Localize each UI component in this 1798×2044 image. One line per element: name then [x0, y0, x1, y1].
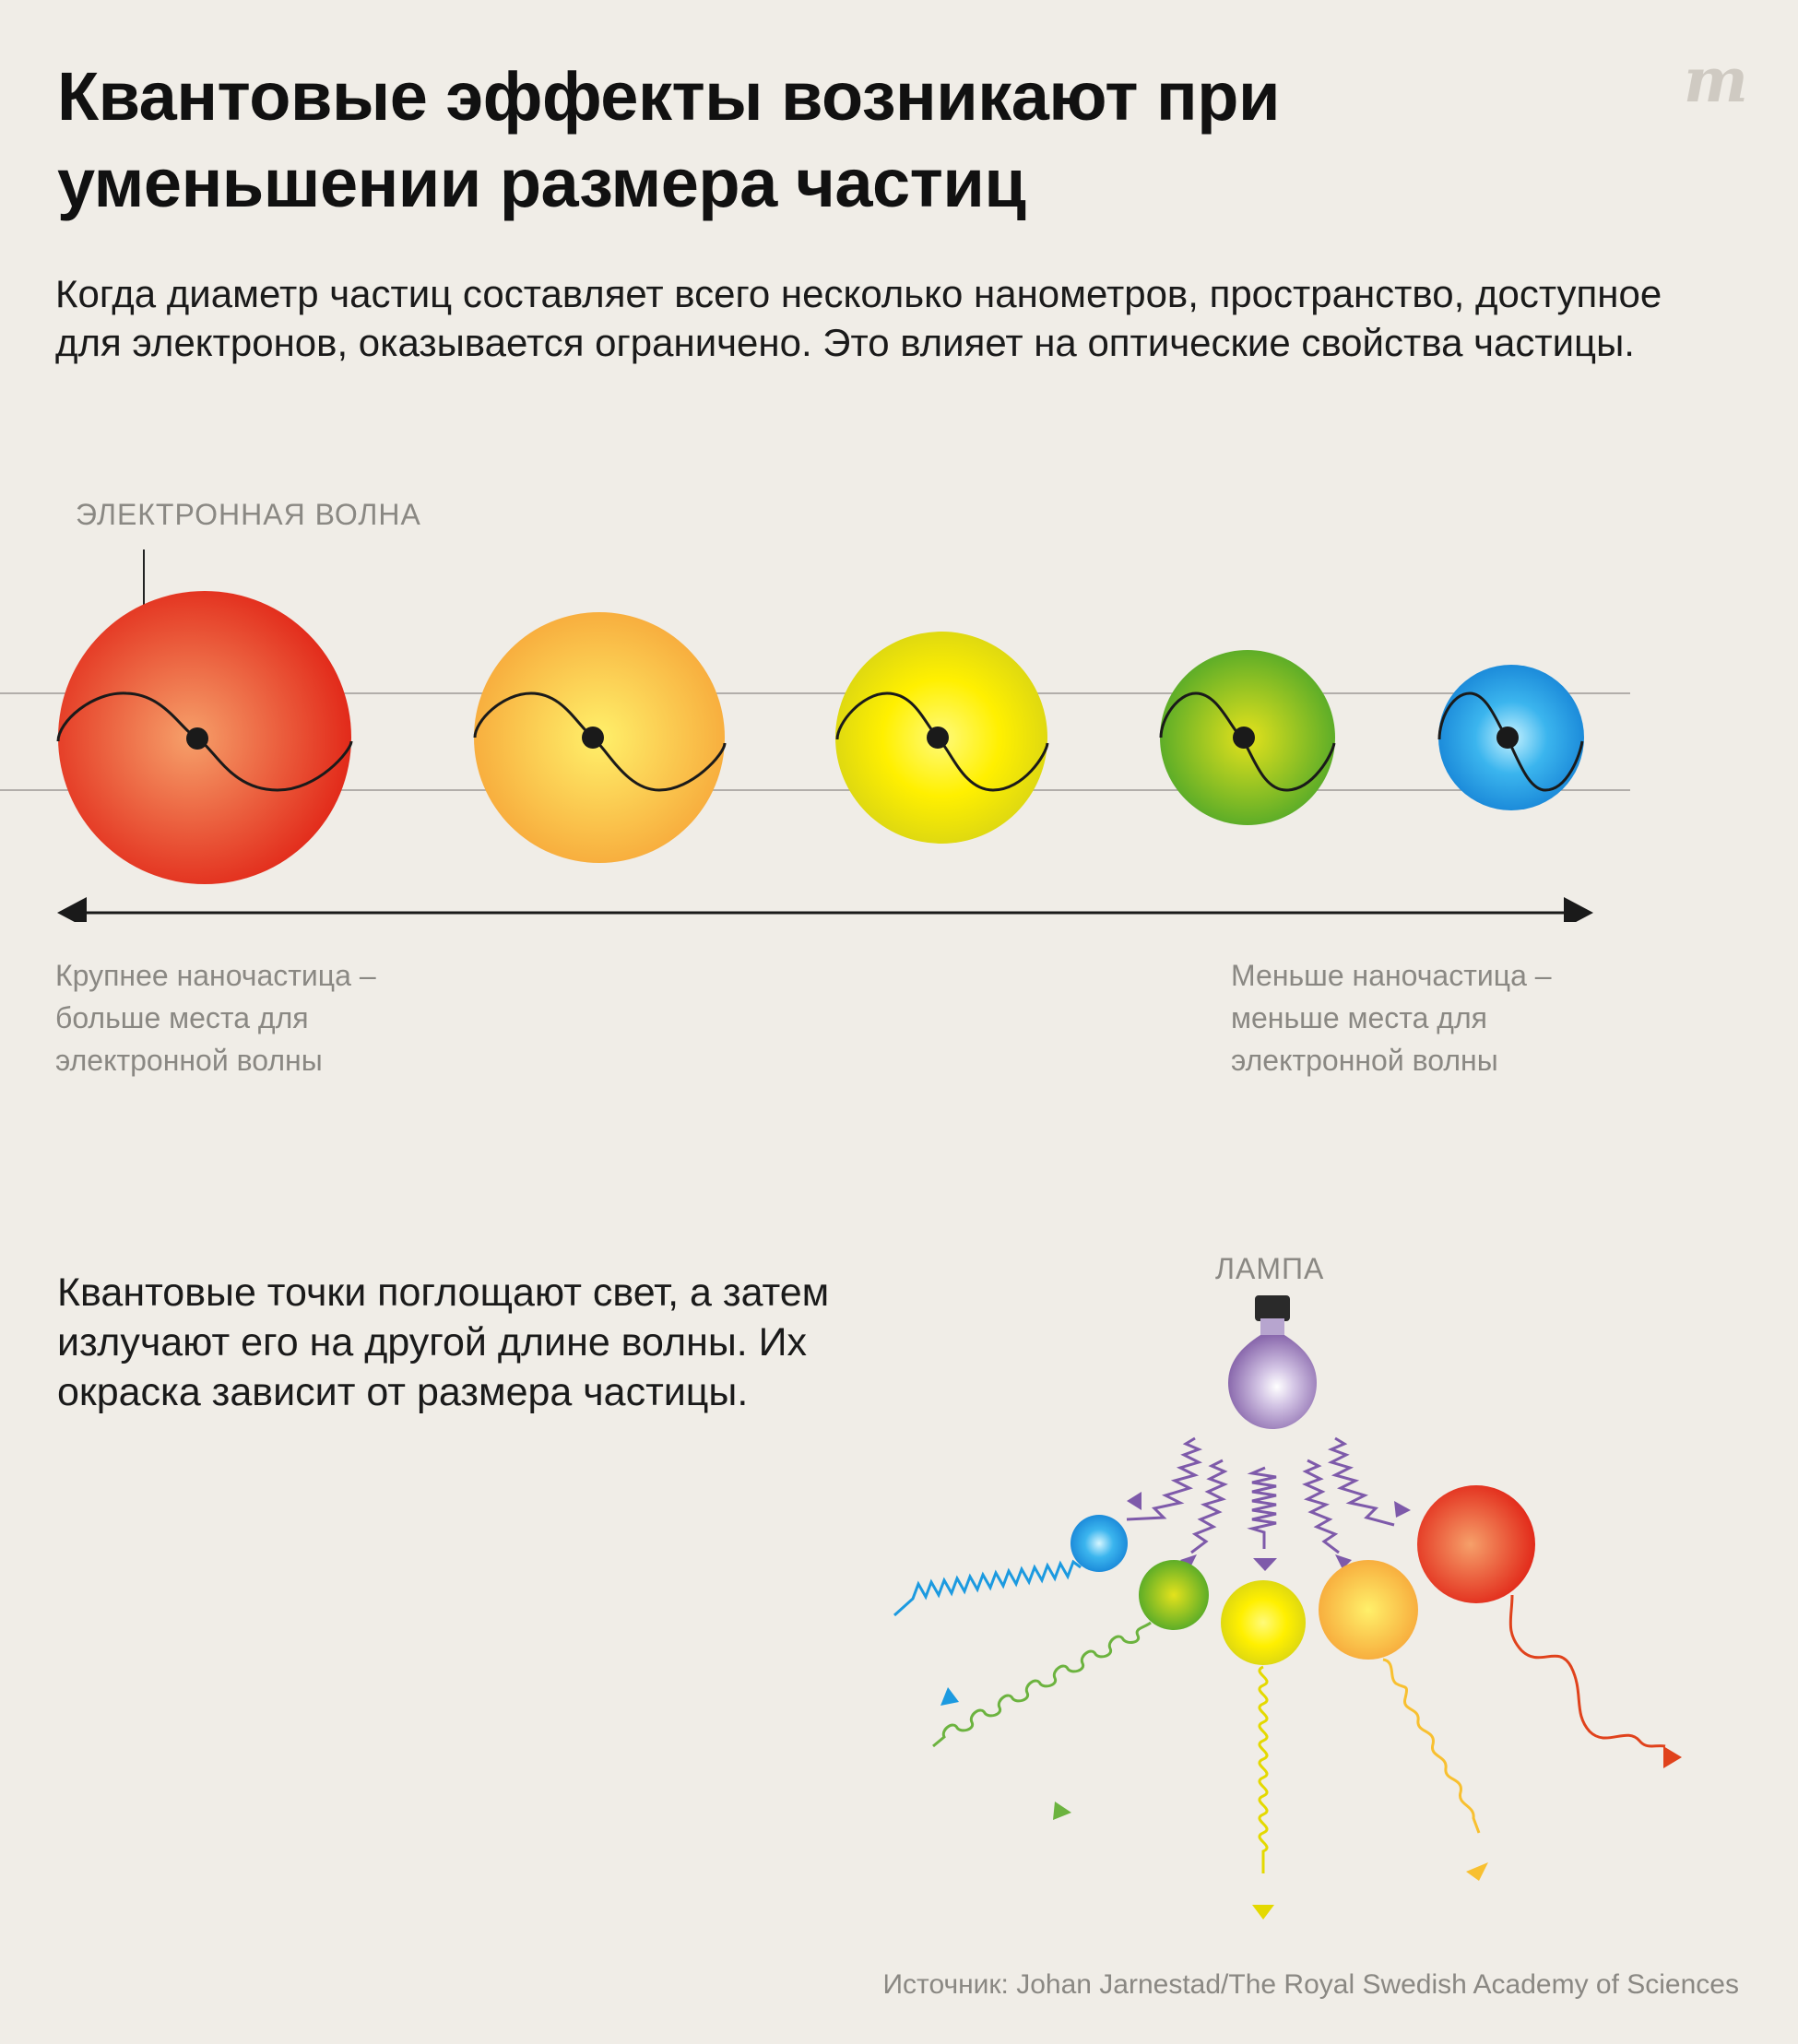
- intro-text: Когда диаметр частиц составляет всего не…: [55, 272, 1662, 364]
- caption-smaller-particle: Меньше наночастица – меньше места для эл…: [1231, 959, 1552, 1077]
- electron-wave-label: ЭЛЕКТРОННАЯ ВОЛНА: [76, 498, 421, 531]
- electron-dot-orange: [582, 727, 604, 749]
- arrow-right-head-icon: [1564, 897, 1593, 922]
- caption-larger-particle: Крупнее наночастица – больше места для э…: [55, 959, 376, 1077]
- meduza-logo: m: [1684, 44, 1748, 116]
- dot-orange: [1319, 1560, 1418, 1660]
- electron-dot-yellow: [927, 727, 949, 749]
- emitted-light-waves: [893, 1559, 1682, 1920]
- lamp-icon: [1228, 1295, 1317, 1429]
- arrow-left-head-icon: [57, 897, 87, 922]
- page-title: Квантовые эффекты возникают при уменьшен…: [57, 58, 1280, 221]
- electron-dot-blue: [1496, 727, 1519, 749]
- dot-blue: [1071, 1515, 1128, 1572]
- quantum-dots-text: Квантовые точки поглощают свет, а затем …: [57, 1270, 830, 1414]
- lamp-light-waves: [1126, 1436, 1411, 1571]
- source-credit: Источник: Johan Jarnestad/The Royal Swed…: [882, 1969, 1739, 2000]
- dot-green: [1139, 1560, 1209, 1630]
- lamp-label: ЛАМПА: [1215, 1252, 1325, 1285]
- electron-dot-green: [1233, 727, 1255, 749]
- particle-size-diagram: [0, 549, 1630, 922]
- electron-dot-red: [186, 727, 208, 750]
- dot-yellow: [1221, 1580, 1306, 1665]
- dot-red: [1417, 1485, 1535, 1603]
